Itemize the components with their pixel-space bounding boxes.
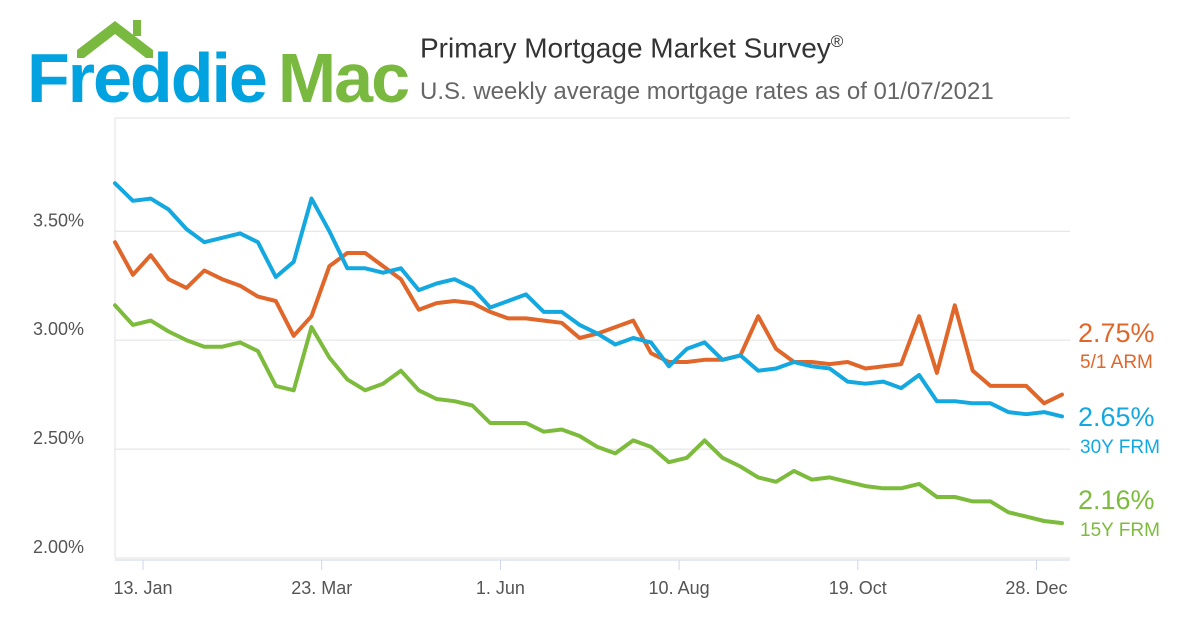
series-line-5-1-arm [113, 240, 1064, 406]
series-line-15y-frm [113, 303, 1064, 526]
y-tick-label: 2.50% [33, 428, 84, 448]
series-line-30y-frm [113, 181, 1064, 419]
y-tick-label: 3.50% [33, 210, 84, 230]
chart-subtitle: U.S. weekly average mortgage rates as of… [420, 78, 994, 105]
registered-mark: ® [830, 32, 844, 51]
logo-freddie: Freddie [27, 39, 268, 117]
house-roof-icon [77, 20, 153, 58]
series-name-label: 5/1 ARM [1080, 352, 1153, 373]
series-name-label: 15Y FRM [1080, 520, 1160, 541]
x-tick-label: 13. Jan [114, 578, 173, 598]
x-tick-label: 23. Mar [291, 578, 352, 598]
y-tick-label: 2.00% [33, 537, 84, 557]
title-text: Primary Mortgage Market Survey [420, 32, 831, 64]
x-tick-label: 28. Dec [1005, 578, 1067, 598]
end-value-label: 2.16% [1078, 485, 1155, 515]
x-tick-label: 10. Aug [649, 578, 710, 598]
end-value-label: 2.75% [1078, 318, 1155, 348]
freddie-mac-logo: Freddie Mac [25, 8, 410, 117]
x-tick-label: 19. Oct [829, 578, 887, 598]
chart-title: Primary Mortgage Market Survey® [420, 32, 843, 64]
logo-mac: Mac [277, 39, 410, 117]
series-name-label: 30Y FRM [1080, 437, 1160, 458]
y-tick-label: 3.00% [33, 319, 84, 339]
end-value-label: 2.65% [1078, 402, 1155, 432]
x-tick-label: 1. Jun [476, 578, 525, 598]
